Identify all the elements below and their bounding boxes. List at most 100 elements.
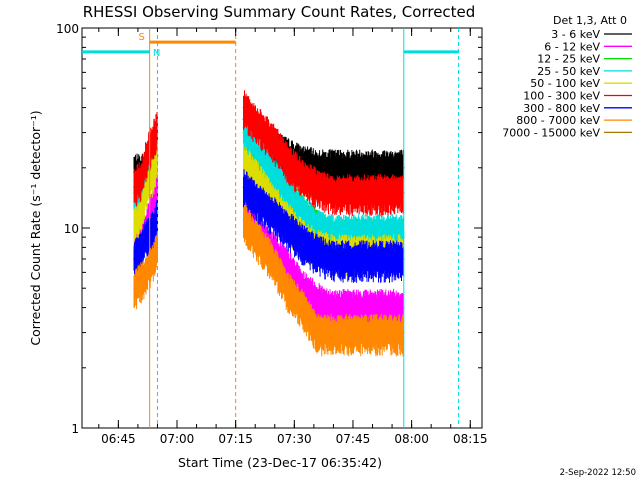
data-point bbox=[285, 192, 288, 194]
data-point bbox=[242, 186, 245, 188]
data-point bbox=[379, 231, 382, 234]
data-point bbox=[301, 176, 303, 178]
legend-entry-label: 50 - 100 keV bbox=[530, 77, 600, 90]
data-point bbox=[254, 236, 256, 238]
data-point bbox=[242, 218, 245, 221]
x-tick-label: 07:45 bbox=[336, 432, 371, 446]
legend-entry-label: 800 - 7000 keV bbox=[516, 114, 600, 127]
data-point bbox=[270, 211, 272, 213]
data-point bbox=[356, 331, 358, 334]
data-point bbox=[133, 227, 135, 229]
data-point bbox=[332, 258, 335, 260]
series-line bbox=[243, 186, 404, 260]
data-point bbox=[379, 167, 382, 169]
series-800-7000-kev bbox=[133, 204, 405, 357]
data-point bbox=[152, 227, 155, 229]
y-tick-label: 1 bbox=[71, 422, 79, 436]
data-point bbox=[317, 186, 319, 188]
data-point bbox=[301, 241, 303, 243]
data-point bbox=[317, 331, 319, 334]
data-point bbox=[144, 192, 147, 194]
x-axis-label: Start Time (23-Dec-17 06:35:42) bbox=[178, 455, 382, 470]
data-point bbox=[285, 158, 288, 161]
data-point bbox=[141, 279, 143, 281]
x-axis-ticks: 06:45 07:00 07:15 07:30 07:45 08:00 08:15 bbox=[98, 28, 488, 446]
data-point bbox=[379, 331, 382, 334]
annotation-label: S bbox=[138, 32, 144, 43]
data-point bbox=[254, 198, 256, 200]
data-point bbox=[270, 167, 272, 169]
legend-entry-label: 7000 - 15000 keV bbox=[502, 126, 600, 139]
y-tick-label: 10 bbox=[64, 222, 79, 236]
legend-entry-label: 25 - 50 keV bbox=[537, 65, 600, 78]
timestamp-stamp: 2-Sep-2022 12:50 bbox=[560, 468, 636, 478]
legend-entry-label: 3 - 6 keV bbox=[551, 28, 600, 41]
data-point bbox=[332, 167, 335, 169]
data-point bbox=[285, 264, 288, 267]
data-point bbox=[254, 120, 256, 123]
data-point bbox=[317, 252, 319, 254]
data-point bbox=[152, 137, 155, 140]
x-tick-label: 08:15 bbox=[453, 432, 488, 446]
data-point bbox=[301, 287, 303, 290]
x-tick-label: 08:00 bbox=[394, 432, 429, 446]
x-tick-label: 06:45 bbox=[101, 432, 136, 446]
series-line bbox=[242, 126, 404, 234]
data-point bbox=[317, 300, 319, 303]
series-300-800-kev bbox=[133, 169, 405, 283]
data-point bbox=[379, 258, 382, 260]
data-point bbox=[242, 106, 245, 109]
data-point bbox=[285, 287, 288, 290]
series-line bbox=[243, 107, 404, 194]
data-point bbox=[141, 246, 143, 249]
data-point bbox=[141, 176, 143, 178]
data-point bbox=[152, 258, 155, 260]
data-point bbox=[332, 306, 335, 309]
legend-entry-label: 100 - 300 keV bbox=[523, 90, 600, 103]
data-point bbox=[133, 258, 135, 260]
x-tick-label: 07:15 bbox=[218, 432, 253, 446]
data-point bbox=[133, 287, 135, 290]
data-point bbox=[356, 306, 358, 309]
series-layer bbox=[133, 90, 405, 357]
y-tick-label: 100 bbox=[56, 22, 79, 36]
data-point bbox=[332, 192, 335, 194]
data-point bbox=[152, 204, 155, 206]
data-point bbox=[301, 211, 303, 213]
data-point bbox=[356, 231, 358, 234]
time-marker-layer: SN bbox=[82, 28, 460, 428]
data-point bbox=[317, 227, 319, 229]
data-point bbox=[133, 204, 135, 206]
data-point bbox=[270, 258, 272, 260]
data-point bbox=[317, 167, 319, 169]
series-line bbox=[243, 219, 404, 334]
data-point bbox=[152, 171, 155, 173]
data-point bbox=[144, 236, 147, 238]
data-point bbox=[356, 167, 358, 169]
legend-entry-label: 300 - 800 keV bbox=[523, 102, 600, 115]
data-point bbox=[144, 158, 147, 161]
data-point bbox=[156, 186, 159, 188]
data-point bbox=[356, 258, 358, 260]
data-point bbox=[379, 192, 382, 194]
data-point bbox=[332, 331, 335, 334]
x-tick-label: 07:00 bbox=[160, 432, 195, 446]
data-point bbox=[356, 192, 358, 194]
data-point bbox=[379, 306, 382, 309]
chart-title: RHESSI Observing Summary Count Rates, Co… bbox=[83, 3, 476, 21]
y-axis-label: Corrected Count Rate (s⁻¹ detector⁻¹) bbox=[28, 110, 43, 345]
legend-entry-label: 6 - 12 keV bbox=[544, 40, 600, 53]
data-point bbox=[141, 211, 143, 213]
y-axis-ticks: 1 10 100 bbox=[56, 22, 482, 436]
data-point bbox=[254, 176, 256, 178]
data-point bbox=[301, 306, 303, 309]
data-point bbox=[332, 231, 335, 234]
data-point bbox=[144, 271, 147, 274]
x-tick-label: 07:30 bbox=[277, 432, 312, 446]
data-point bbox=[254, 144, 256, 146]
data-point bbox=[285, 227, 288, 229]
data-point bbox=[156, 158, 159, 161]
annotation-label: N bbox=[153, 48, 160, 59]
